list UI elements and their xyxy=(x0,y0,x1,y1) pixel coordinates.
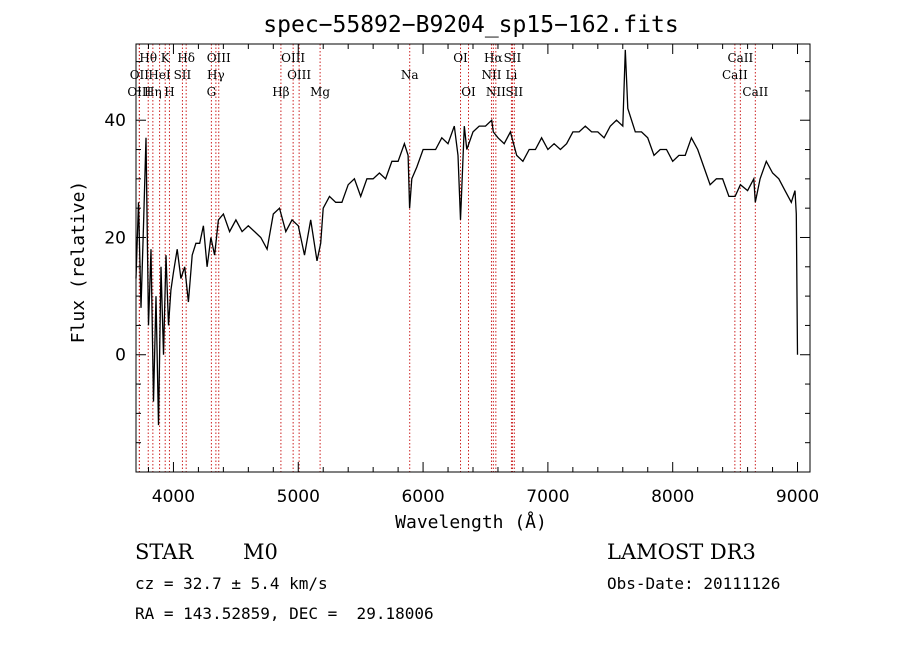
y-tick-label: 20 xyxy=(104,228,126,248)
spectral-line-label: CaII xyxy=(722,68,748,82)
x-tick-label: 5000 xyxy=(277,487,320,507)
spectral-line-label: NII xyxy=(481,68,501,82)
y-tick-label: 40 xyxy=(104,111,126,131)
spectral-line-label: K xyxy=(161,51,171,65)
spectral-line-label: CaII xyxy=(742,85,768,99)
spectral-line-label: Na xyxy=(401,68,419,82)
spectral-line-label: OIII xyxy=(207,51,231,65)
spectral-line-label: Hγ xyxy=(207,68,225,82)
spectral-line-label: Hθ xyxy=(139,51,157,65)
spectral-line-label: Mg xyxy=(310,85,330,99)
redshift-text: cz = 32.7 ± 5.4 km/s xyxy=(135,574,328,593)
spectral-line-label: CaII xyxy=(727,51,753,65)
spectral-line-label: OIII xyxy=(127,85,151,99)
x-axis-ticks: 4000 5000 6000 7000 8000 9000 xyxy=(147,44,819,507)
spectral-line-label: SII xyxy=(174,68,192,82)
x-tick-label: 7000 xyxy=(526,487,569,507)
y-axis-label: Flux (relative) xyxy=(68,181,89,344)
x-tick-label: 9000 xyxy=(776,487,819,507)
spectral-line-label: Hα xyxy=(484,51,503,65)
spectral-line-label: G xyxy=(207,85,217,99)
coordinates: RA = 143.52859, DEC = 29.18006 xyxy=(135,604,434,623)
spectral-line-label: Li xyxy=(506,68,518,82)
x-tick-label: 4000 xyxy=(152,487,195,507)
spectral-line-label: NII xyxy=(486,85,506,99)
spectral-line-label: HeI xyxy=(148,68,171,82)
y-tick-label: 0 xyxy=(115,346,126,366)
chart-title: spec−55892−B9204_sp15−162.fits xyxy=(263,12,678,38)
object-subclass: M0 xyxy=(243,540,278,564)
x-tick-label: 8000 xyxy=(651,487,694,507)
spectral-line-markers xyxy=(138,44,756,472)
spectral-line-label: OIII xyxy=(287,68,311,82)
x-axis-label: Wavelength (Å) xyxy=(395,511,547,533)
spectral-line-label: SII xyxy=(504,51,522,65)
spectral-line-label: OI xyxy=(461,85,476,99)
spectral-line-label: OII xyxy=(130,68,150,82)
plot-frame xyxy=(135,43,811,473)
spectral-line-label: OI xyxy=(453,51,468,65)
object-class: STAR xyxy=(135,540,194,564)
spectral-line-label: Hη xyxy=(144,85,162,99)
obs-date: Obs-Date: 20111126 xyxy=(607,574,781,593)
y-axis-ticks: 0 20 40 xyxy=(104,61,810,444)
spectral-line-label: SII xyxy=(505,85,523,99)
flux-series-line xyxy=(135,49,799,426)
spectral-line-label: H xyxy=(164,85,174,99)
x-tick-label: 6000 xyxy=(401,487,444,507)
spectral-line-label: OIII xyxy=(281,51,305,65)
spectral-line-label: Hβ xyxy=(272,85,289,99)
survey-name: LAMOST DR3 xyxy=(607,540,756,564)
spectral-line-label: Hδ xyxy=(177,51,195,65)
